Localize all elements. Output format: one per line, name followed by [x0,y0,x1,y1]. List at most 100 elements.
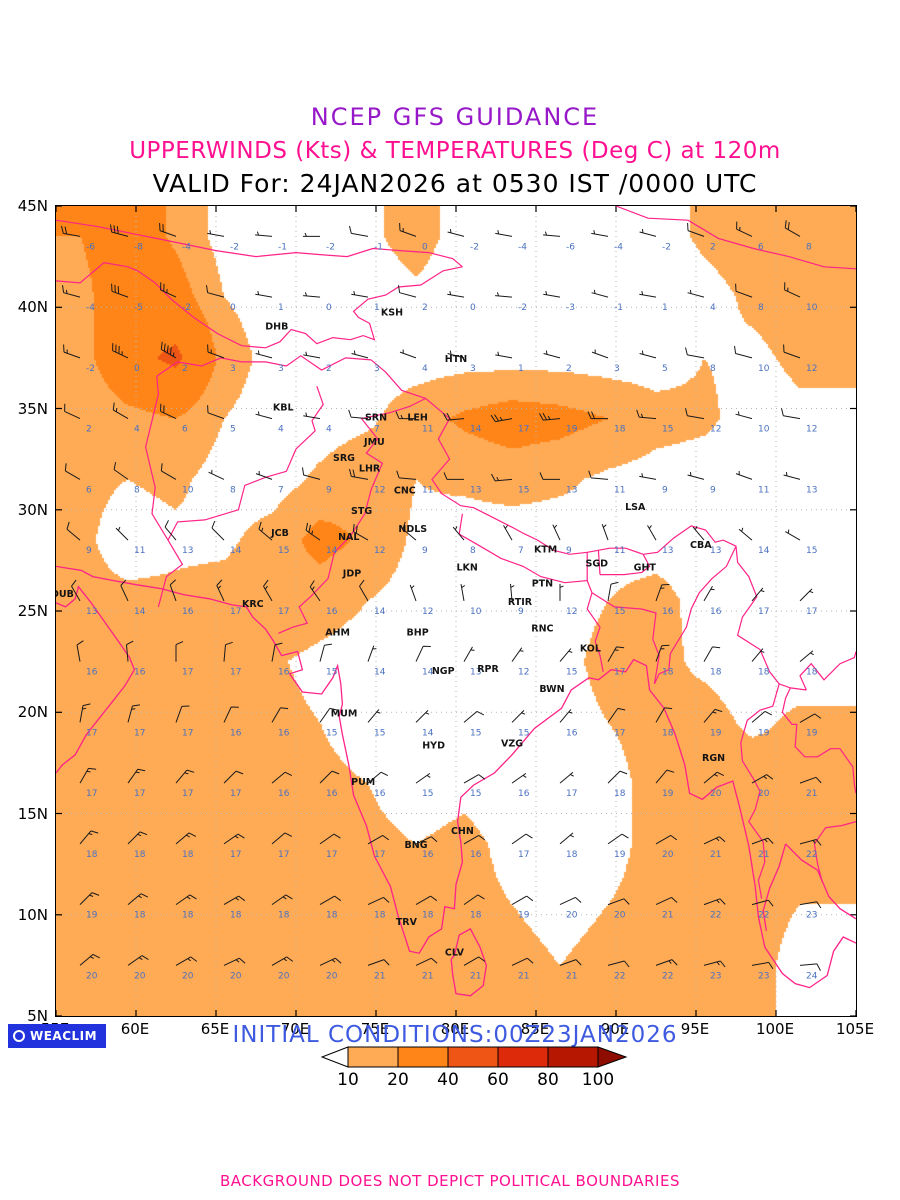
temperature-value: 4 [278,425,284,435]
wind-barb [799,963,821,971]
station-label: KSH [381,307,403,318]
legend-box [547,1046,599,1068]
temperature-value: 16 [326,789,338,799]
wind-barb [223,770,244,784]
temperature-value: 18 [614,789,626,799]
temperature-value: -2 [662,242,671,252]
station-label: NDLS [398,524,427,535]
temperature-value: -1 [614,303,623,313]
temperature-value: 11 [134,546,145,556]
field-subtitle: UPPERWINDS (Kts) & TEMPERATURES (Deg C) … [129,137,781,164]
wind-barb [175,894,197,906]
temperature-value: 18 [662,668,674,678]
wind-barb [415,836,438,845]
temperature-value: 17 [230,607,241,617]
wind-barb [255,231,273,237]
wind-barb [110,224,129,237]
temperature-value: 1 [278,303,284,313]
wind-barb [175,956,198,966]
temperature-value: 14 [374,668,386,678]
temperature-value: 5 [230,425,236,435]
wind-barb [271,771,293,784]
temperature-value: 15 [470,728,481,738]
wind-barb [349,225,369,237]
temperature-value: 20 [86,971,98,981]
station-label: LEH [407,413,428,424]
wind-barb [639,350,657,359]
wind-barb [255,470,273,480]
station-label: KTM [534,544,557,555]
wind-barb [443,412,465,421]
temperature-value: 12 [518,668,529,678]
wind-barb [559,896,582,906]
wind-barb [607,770,628,784]
political-border [350,266,463,341]
temperature-value: 1 [662,303,668,313]
temperature-value: 10 [470,607,482,617]
temperature-value: 20 [182,971,194,981]
wind-barb [463,834,486,845]
wind-barb [607,646,625,662]
temperature-value: 17 [614,668,625,678]
political-border [56,262,351,349]
political-border [56,219,463,268]
temperature-value: 21 [374,971,385,981]
weaclim-logo: WEACLIM [8,1024,107,1048]
temperature-value: 0 [470,303,476,313]
wind-barb [703,960,726,968]
wind-barb [539,472,560,480]
temperature-value: 15 [566,668,577,678]
temperature-value: 11 [614,546,625,556]
wind-barb [64,463,81,480]
temperature-value: 18 [278,911,290,921]
temperature-value: 19 [758,728,770,738]
wind-barb [271,832,293,845]
wind-barb [216,579,225,602]
temperature-value: 15 [326,668,337,678]
temperature-value: 17 [614,728,625,738]
wind-barb [223,895,246,906]
wind-barb [799,650,814,662]
temperature-value: 15 [326,728,337,738]
wind-barb [127,704,140,723]
valid-time-line: VALID For: 24JAN2026 at 0530 IST /0000 U… [152,169,758,199]
wind-barb [207,405,225,420]
station-label: JDP [342,569,361,580]
temperature-value: 2 [566,364,572,374]
wind-barb [319,643,332,662]
wind-barb [703,708,723,723]
temperature-value: 2 [182,364,188,374]
temperature-value: 12 [806,364,817,374]
station-label: CBA [690,540,712,551]
lon-label: 85E [520,1020,550,1038]
temperature-value: 18 [230,911,242,921]
temperature-value: 10 [758,364,770,374]
temperature-value: 6 [86,485,92,495]
temperature-value: -2 [326,242,335,252]
wind-barb [76,640,84,662]
temperature-value: 17 [230,789,241,799]
temperature-value: 17 [134,789,145,799]
temperature-value: 10 [758,425,770,435]
wind-barb [415,710,430,723]
temperature-value: 3 [374,364,380,374]
station-label: RTIR [508,597,533,608]
wind-barb [588,470,609,480]
wind-barb [66,521,81,541]
lat-label: 30N [17,501,48,519]
temperature-value: 12 [566,607,577,617]
wind-barb [367,959,390,966]
temperature-value: 11 [758,485,769,495]
wind-barb [591,349,609,359]
temperature-value: 15 [470,789,481,799]
color-scale-legend: 10 20 40 60 80 100 [320,1046,630,1094]
temperature-value: 12 [374,546,385,556]
temperature-value: 20 [326,971,338,981]
temperature-value: 9 [326,485,332,495]
wind-barb [591,289,609,298]
station-label: HYD [422,741,445,752]
wind-barb [639,290,657,298]
legend-colorbar [320,1046,628,1068]
station-label: JMU [363,437,385,448]
wind-barb [303,351,321,359]
